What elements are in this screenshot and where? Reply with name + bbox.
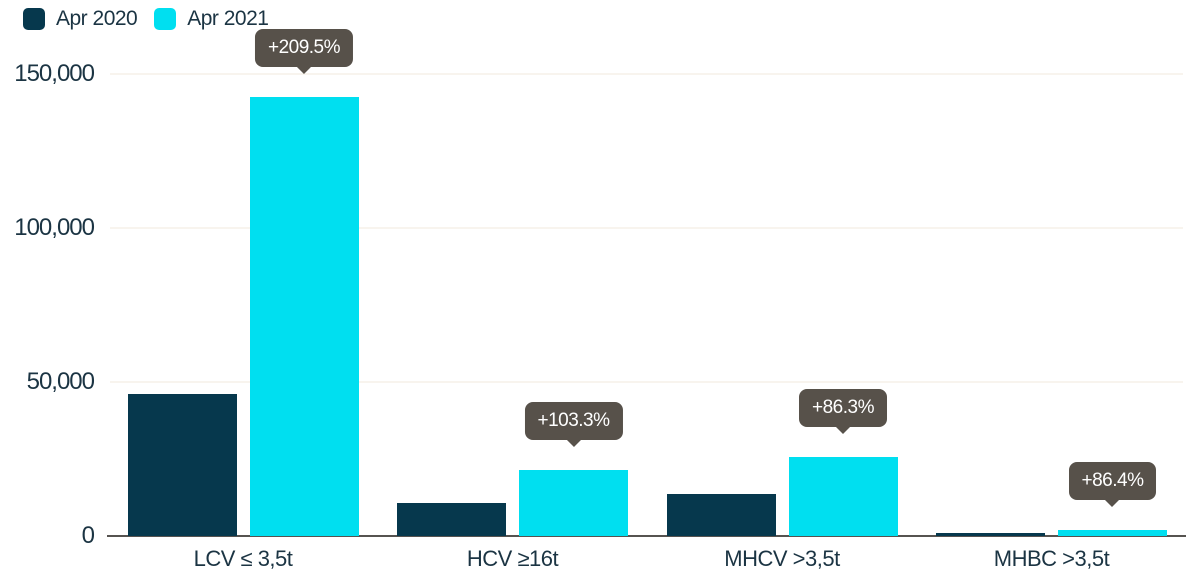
- legend: Apr 2020 Apr 2021: [23, 7, 269, 31]
- bar-apr-2020-2[interactable]: [397, 503, 506, 536]
- change-tooltip-4: +86.4%: [1068, 462, 1157, 508]
- bar-apr-2021-3[interactable]: [788, 457, 898, 536]
- tooltip-tail-icon: [565, 438, 582, 447]
- change-tooltip-label: +86.3%: [799, 389, 887, 428]
- bar-apr-2021-4[interactable]: [1058, 530, 1167, 536]
- gridline-100000: [110, 227, 1183, 229]
- legend-label: Apr 2020: [56, 7, 138, 30]
- gridline-150000: [110, 73, 1183, 75]
- y-axis-tick-label: 50,000: [26, 368, 95, 395]
- legend-label: Apr 2021: [187, 7, 269, 30]
- tooltip-tail-icon: [295, 66, 312, 75]
- change-tooltip-label: +209.5%: [254, 29, 354, 68]
- legend-swatch-icon: [154, 8, 177, 30]
- change-tooltip-label: +103.3%: [524, 401, 623, 440]
- y-axis-tick-label: 100,000: [14, 214, 95, 241]
- y-axis-tick-label: 0: [81, 522, 95, 549]
- legend-swatch-icon: [23, 8, 45, 30]
- bar-apr-2021-1[interactable]: [249, 97, 359, 536]
- legend-item-apr-2020[interactable]: Apr 2020: [23, 7, 138, 31]
- x-axis-category-label: LCV ≤ 3,5t: [193, 546, 293, 571]
- tooltip-tail-icon: [834, 426, 851, 435]
- y-axis-tick-label: 150,000: [14, 60, 95, 87]
- x-axis-category-label: HCV ≥16t: [466, 546, 559, 571]
- change-tooltip-2: +103.3%: [524, 401, 623, 447]
- bar-apr-2020-3[interactable]: [666, 493, 776, 536]
- change-tooltip-label: +86.4%: [1068, 462, 1157, 501]
- tooltip-tail-icon: [1104, 499, 1121, 508]
- bar-apr-2020-1[interactable]: [127, 394, 237, 536]
- bar-apr-2021-2[interactable]: [519, 469, 628, 536]
- x-axis-line: [107, 535, 1186, 537]
- bar-apr-2020-4[interactable]: [936, 532, 1045, 536]
- x-axis-category-label: MHBC >3,5t: [993, 546, 1110, 571]
- x-axis-category-label: MHCV >3,5t: [724, 546, 840, 571]
- change-tooltip-1: +209.5%: [254, 29, 354, 75]
- change-tooltip-3: +86.3%: [799, 389, 887, 435]
- legend-item-apr-2021[interactable]: Apr 2021: [154, 7, 269, 31]
- gridline-50000: [110, 381, 1183, 383]
